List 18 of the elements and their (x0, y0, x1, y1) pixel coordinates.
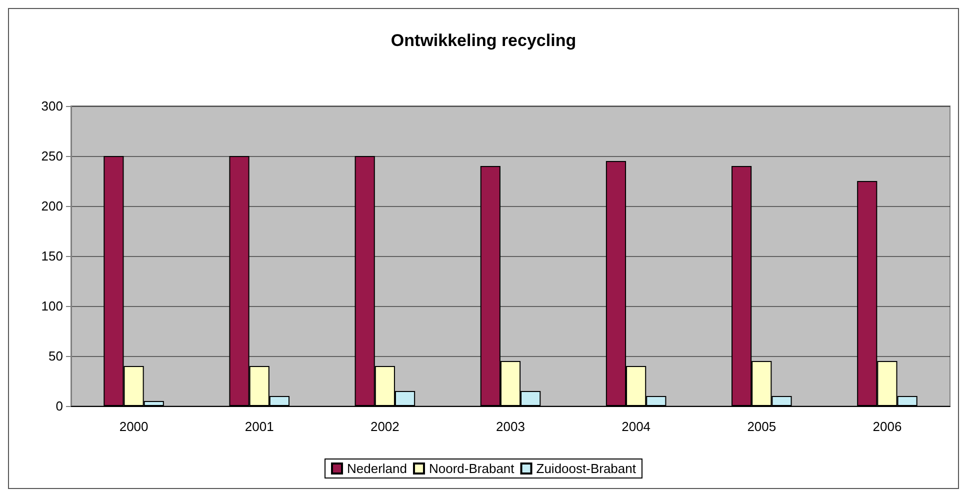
y-tick-label: 250 (41, 148, 63, 164)
legend-label: Noord-Brabant (429, 461, 515, 476)
y-tick-label: 300 (41, 98, 63, 114)
x-tick-label: 2003 (496, 419, 525, 434)
x-tick-label: 2000 (119, 419, 148, 434)
y-tick-label: 0 (56, 398, 63, 414)
x-tick-label: 2002 (370, 419, 400, 434)
y-tick-label: 150 (41, 248, 63, 264)
legend-label: Nederland (347, 461, 408, 476)
y-tick-label: 50 (48, 348, 63, 364)
x-tick-label: 2004 (622, 419, 651, 434)
y-tick-label: 200 (41, 198, 63, 214)
chart-title: Ontwikkeling recycling (390, 31, 576, 50)
x-tick-label: 2005 (747, 419, 776, 434)
x-tick-label: 2006 (872, 419, 902, 434)
x-tick-label: 2001 (244, 419, 274, 434)
y-tick-label: 100 (41, 298, 63, 314)
legend-label: Zuidoost-Brabant (536, 461, 636, 476)
